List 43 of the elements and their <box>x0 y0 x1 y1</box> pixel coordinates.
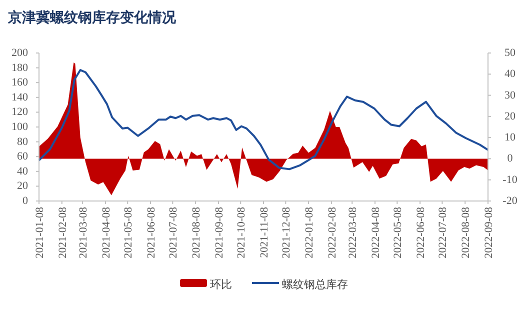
x-tick-label: 2021-09-08 <box>213 206 226 258</box>
y2-tick-label: 10 <box>504 132 516 144</box>
x-tick-label: 2022-08-08 <box>460 206 472 258</box>
legend-label: 环比 <box>210 278 232 291</box>
y2-tick-label: 40 <box>504 68 516 80</box>
x-tick-label: 2021-07-08 <box>168 206 180 258</box>
x-tick-label: 2021-08-08 <box>190 206 203 258</box>
x-tick-label: 2022-06-08 <box>415 206 428 258</box>
x-tick-label: 2022-09-08 <box>483 206 495 258</box>
y-tick-label: 0 <box>22 195 28 207</box>
y-tick-label: 160 <box>12 76 28 89</box>
x-tick-label: 2021-10-08 <box>236 206 248 258</box>
chart-title: 京津冀螺纹钢库存变化情况 <box>7 9 177 26</box>
x-tick-label: 2021-05-08 <box>122 206 135 258</box>
y-tick-label: 60 <box>17 150 28 163</box>
x-tick-label: 2022-03-08 <box>347 206 360 258</box>
y-tick-label: 20 <box>17 180 28 192</box>
y-tick-label: 180 <box>12 62 28 74</box>
legend-label: 螺纹钢总库存 <box>282 278 348 291</box>
x-tick-label: 2022-07-08 <box>437 206 450 258</box>
x-tick-label: 2021-04-08 <box>100 206 112 258</box>
x-tick-label: 2021-11-08 <box>258 206 270 258</box>
x-tick-label: 2021-12-08 <box>280 206 293 258</box>
x-tick-label: 2021-02-08 <box>56 206 69 258</box>
x-tick-label: 2022-01-08 <box>304 206 316 258</box>
y-tick-label: 120 <box>12 106 28 118</box>
y-tick-label: 140 <box>12 91 28 104</box>
y2-tick-label: 0 <box>507 152 514 165</box>
x-tick-label: 2022-02-08 <box>326 206 338 258</box>
x-tick-label: 2021-03-08 <box>78 206 90 258</box>
y2-tick-label: 30 <box>504 89 516 102</box>
y2-tick-label: -10 <box>502 174 518 186</box>
x-tick-label: 2021-01-08 <box>34 206 46 258</box>
y-tick-label: 100 <box>12 121 28 133</box>
y2-tick-label: -20 <box>502 195 518 207</box>
x-tick-label: 2022-04-08 <box>370 206 382 258</box>
x-tick-label: 2021-06-08 <box>146 206 158 258</box>
y-tick-label: 40 <box>17 165 28 178</box>
y2-tick-label: 20 <box>504 110 516 122</box>
y2-tick-label: 50 <box>504 47 516 59</box>
x-tick-label: 2022-05-08 <box>392 206 404 258</box>
y-tick-label: 200 <box>12 47 28 59</box>
y-tick-label: 80 <box>17 136 28 148</box>
